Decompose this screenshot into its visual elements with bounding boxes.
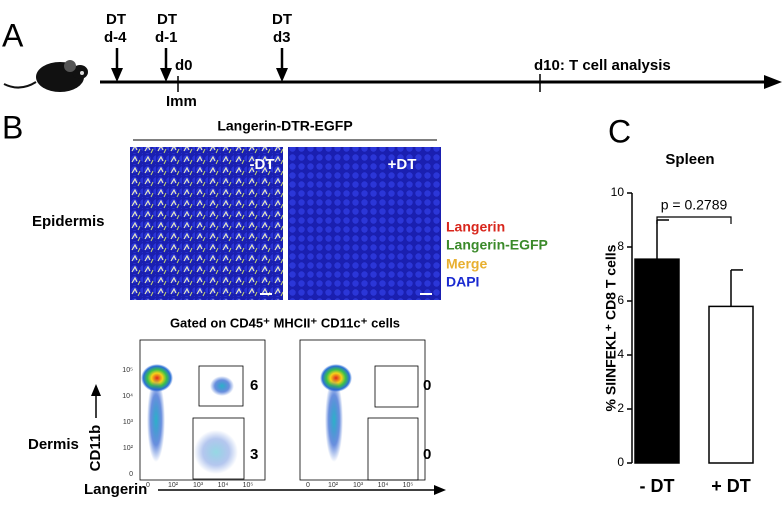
gate-value: 6 — [250, 377, 258, 394]
axis-arrow — [434, 485, 446, 495]
flow-tick-label: 10⁴ — [122, 393, 133, 400]
y-tick-label: 4 — [617, 347, 624, 361]
axis-arrow — [91, 384, 101, 396]
gate-value: 0 — [423, 377, 431, 394]
panel-label: C — [608, 113, 631, 149]
flow-plot — [139, 339, 266, 481]
event-label: DT — [106, 11, 126, 28]
bar-chart: 0 2 4 6 8 10 - DT + DT p = 0.2789 — [611, 185, 754, 496]
y-tick-label: 10 — [611, 185, 625, 199]
micrograph — [130, 147, 283, 300]
event-arrow — [111, 68, 123, 82]
flow-tick-label: 10⁴ — [378, 482, 389, 489]
row-label: Dermis — [28, 436, 79, 453]
event-label: DT — [272, 11, 292, 28]
flow-tick-label: 10⁵ — [122, 367, 133, 374]
flow-tick-label: 10⁵ — [243, 482, 254, 489]
x-tick-label: + DT — [711, 476, 751, 496]
gating-title: Gated on CD45⁺ MHCII⁺ CD11c⁺ cells — [170, 315, 400, 330]
y-tick-label: 8 — [617, 239, 624, 253]
flow-tick-label: 10² — [328, 482, 339, 489]
day-label: d10: T cell analysis — [534, 57, 671, 74]
event-arrow — [276, 68, 288, 82]
event-label: d-1 — [155, 29, 178, 46]
flow-plot — [299, 339, 426, 481]
legend-entry: Langerin — [446, 219, 505, 235]
flow-tick-label: 10³ — [353, 482, 364, 489]
event-label: d3 — [273, 29, 291, 46]
significance-bracket — [656, 216, 732, 224]
flow-tick-label: 10² — [168, 482, 179, 489]
event-label: d-4 — [104, 29, 127, 46]
flow-tick-label: 10² — [123, 445, 134, 452]
flow-tick-label: 10³ — [193, 482, 204, 489]
legend-entry: Merge — [446, 256, 487, 272]
y-tick-label: 2 — [617, 401, 624, 415]
panel-label: A — [2, 17, 24, 53]
chart-title: Spleen — [665, 151, 714, 168]
image-label: -DT — [250, 156, 275, 173]
gate-value: 3 — [250, 446, 258, 463]
day-label: Imm — [166, 93, 197, 110]
image-label: +DT — [388, 156, 417, 173]
x-tick-label: - DT — [640, 476, 675, 496]
axis-label: CD11b — [87, 425, 104, 472]
y-tick-label: 0 — [617, 455, 624, 469]
event-arrow — [160, 68, 172, 82]
axis-label: Langerin — [84, 481, 147, 498]
bar — [708, 305, 754, 464]
row-label: Epidermis — [32, 213, 105, 230]
flow-tick-label: 10⁵ — [403, 482, 414, 489]
timeline-arrow — [764, 75, 782, 89]
flow-tick-label: 10³ — [123, 419, 134, 426]
event-label: DT — [157, 11, 177, 28]
gate-value: 0 — [423, 446, 431, 463]
mouse-icon — [3, 60, 88, 92]
micrograph — [288, 147, 441, 300]
flow-tick-label: 0 — [129, 471, 133, 478]
flow-tick-label: 10⁴ — [218, 482, 229, 489]
flow-tick-label: 0 — [306, 482, 310, 489]
legend-entry: DAPI — [446, 274, 479, 290]
bar — [634, 258, 680, 464]
annotation: p = 0.2789 — [661, 197, 728, 213]
y-axis-label: % SIINFEKL⁺ CD8 T cells — [603, 244, 619, 411]
panel-label: B — [2, 109, 23, 145]
legend-entry: Langerin-EGFP — [446, 237, 548, 253]
day-label: d0 — [175, 57, 193, 74]
y-tick-label: 6 — [617, 293, 624, 307]
group-title: Langerin-DTR-EGFP — [217, 118, 352, 134]
flow-tick-label: 0 — [146, 482, 150, 489]
